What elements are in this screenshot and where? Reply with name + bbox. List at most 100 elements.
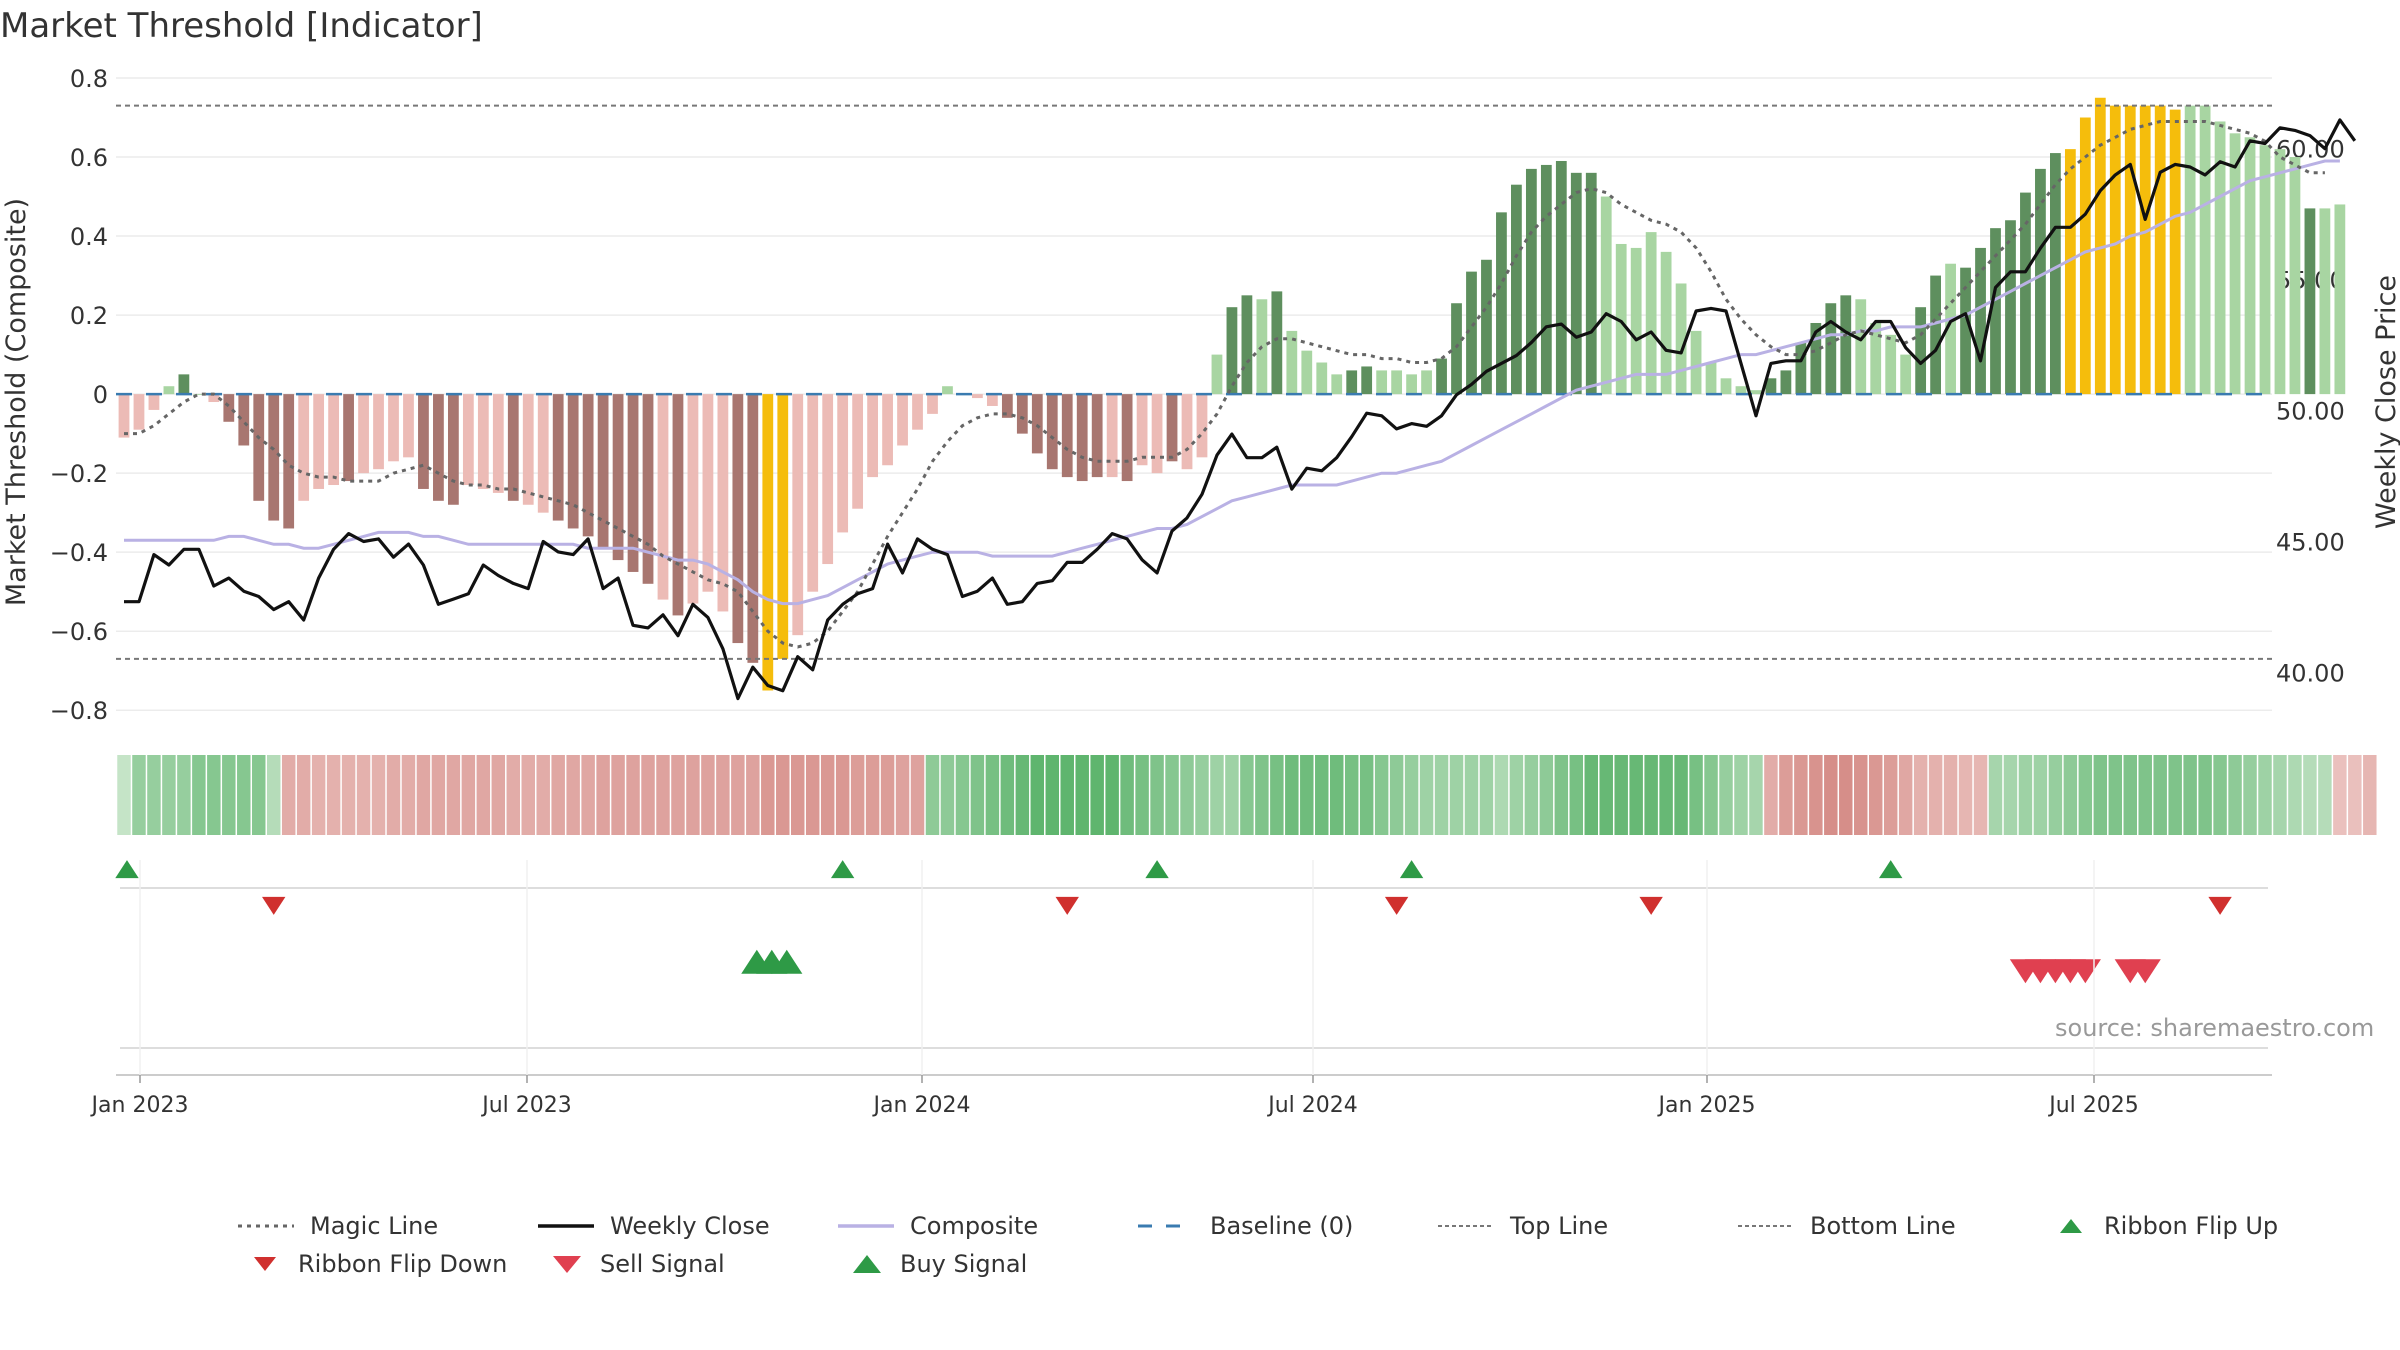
composite-bar	[148, 394, 160, 410]
ribbon-cell	[1404, 755, 1419, 835]
ribbon-cell	[1180, 755, 1194, 835]
ribbon-cell	[536, 755, 550, 835]
ribbon-cell	[1883, 755, 1898, 835]
x-tick-label: Jan 2024	[872, 1093, 971, 1118]
composite-bar	[1136, 394, 1148, 466]
ribbon-cell	[132, 755, 146, 835]
composite-bar	[717, 394, 729, 612]
composite-bar	[507, 394, 519, 501]
composite-bar	[2199, 105, 2211, 395]
composite-line	[124, 159, 2340, 606]
ribbon-cell	[296, 755, 311, 835]
composite-bar	[1780, 370, 1792, 395]
composite-bar	[1630, 247, 1642, 395]
ribbon-cell	[701, 755, 715, 835]
ribbon-cell	[476, 755, 491, 835]
composite-bar	[1750, 390, 1762, 395]
composite-bar	[1675, 283, 1687, 395]
ribbon-cell	[1359, 755, 1374, 835]
composite-bar	[2229, 133, 2241, 395]
ribbon-cell	[551, 755, 565, 835]
composite-bar	[1391, 370, 1403, 395]
ribbon-cell	[731, 755, 745, 835]
composite-bar	[852, 394, 864, 509]
composite-bar	[522, 394, 534, 505]
composite-bar	[253, 394, 265, 501]
ribbon-cell	[1809, 755, 1823, 835]
legend-label: Ribbon Flip Down	[298, 1250, 508, 1278]
composite-bar	[2184, 105, 2196, 395]
composite-bar	[1166, 394, 1178, 462]
x-tick-label: Jul 2023	[480, 1093, 572, 1118]
buy-signal-swatch	[853, 1255, 881, 1273]
ribbon-flip-up-marker	[115, 860, 139, 879]
ribbon-cell	[1509, 755, 1524, 835]
composite-swatch	[838, 1224, 894, 1228]
ribbon-cell	[1195, 755, 1209, 835]
ribbon-cell	[2318, 755, 2332, 835]
composite-bar	[313, 394, 325, 489]
flip-up-swatch	[2060, 1219, 2082, 1233]
legend-item-magic-line: Magic Line	[236, 1208, 438, 1244]
composite-bar	[1525, 168, 1537, 395]
ribbon-cell	[1554, 755, 1569, 835]
source-caption: source: sharemaestro.com	[2055, 1014, 2375, 1042]
ribbon-cell	[1030, 755, 1045, 835]
y-axis-label-left: Market Threshold (Composite)	[1, 198, 32, 606]
composite-bar	[1346, 370, 1358, 395]
ribbon-cell	[805, 755, 820, 835]
composite-bar	[1600, 196, 1612, 395]
ribbon-cell	[1644, 755, 1658, 835]
ribbon-cell	[2078, 755, 2093, 835]
composite-bar	[792, 394, 804, 636]
ribbon-cell	[716, 755, 730, 835]
composite-bar	[2154, 105, 2166, 395]
ribbon-flip-down-marker	[2208, 896, 2232, 915]
ribbon-cell	[686, 755, 700, 835]
ribbon-cell	[776, 755, 790, 835]
buy-signal-marker	[771, 949, 803, 974]
ribbon-cell	[850, 755, 865, 835]
legend-item-bottom-line: Bottom Line	[1736, 1208, 1956, 1244]
composite-bar	[2050, 153, 2061, 395]
ribbon-cell	[1779, 755, 1793, 835]
y-tick-label-left: 0.2	[70, 302, 108, 330]
composite-bar	[1091, 394, 1103, 478]
ribbon-cell	[446, 755, 461, 835]
ribbon-cell	[626, 755, 640, 835]
composite-bar	[1705, 362, 1717, 395]
ribbon-cell	[985, 755, 1000, 835]
composite-bar	[118, 394, 130, 438]
composite-bar	[1106, 394, 1118, 478]
composite-bar	[477, 394, 489, 489]
ribbon-cell	[2183, 755, 2197, 835]
legend-item-top-line: Top Line	[1436, 1208, 1608, 1244]
composite-bar	[942, 386, 953, 395]
y-tick-label-right: 45.00	[2276, 528, 2345, 556]
composite-bar	[582, 394, 594, 537]
composite-bar	[1855, 299, 1867, 395]
ribbon-cell	[1225, 755, 1239, 835]
ribbon-cell	[2018, 755, 2033, 835]
ribbon-cell	[1973, 755, 1988, 835]
ribbon-cell	[895, 755, 910, 835]
ribbon-cell	[1315, 755, 1329, 835]
composite-bar	[1990, 228, 2001, 395]
y-axis-label-right: Weekly Close Price	[2371, 275, 2400, 529]
composite-bar	[193, 394, 205, 395]
composite-bar	[2139, 105, 2151, 395]
x-tick-label: Jan 2023	[90, 1093, 189, 1118]
composite-bar	[343, 394, 354, 482]
ribbon-cell	[461, 755, 476, 835]
ribbon-cell	[1105, 755, 1119, 835]
left-y-ticks: 0.8 0.6 0.4 0.2 0 −0.2 −0.4 −0.6 −0.8	[50, 65, 108, 725]
ribbon-cell	[2363, 755, 2377, 835]
y-tick-label-left: −0.6	[50, 618, 108, 646]
ribbon-flip-up-marker	[1399, 860, 1424, 879]
legend-label: Top Line	[1510, 1212, 1609, 1240]
composite-bar	[373, 394, 384, 470]
ribbon-cell	[1449, 755, 1464, 835]
composite-bar	[1540, 164, 1552, 395]
ribbon-cell	[1344, 755, 1359, 835]
y-tick-label-left: −0.4	[50, 539, 108, 567]
